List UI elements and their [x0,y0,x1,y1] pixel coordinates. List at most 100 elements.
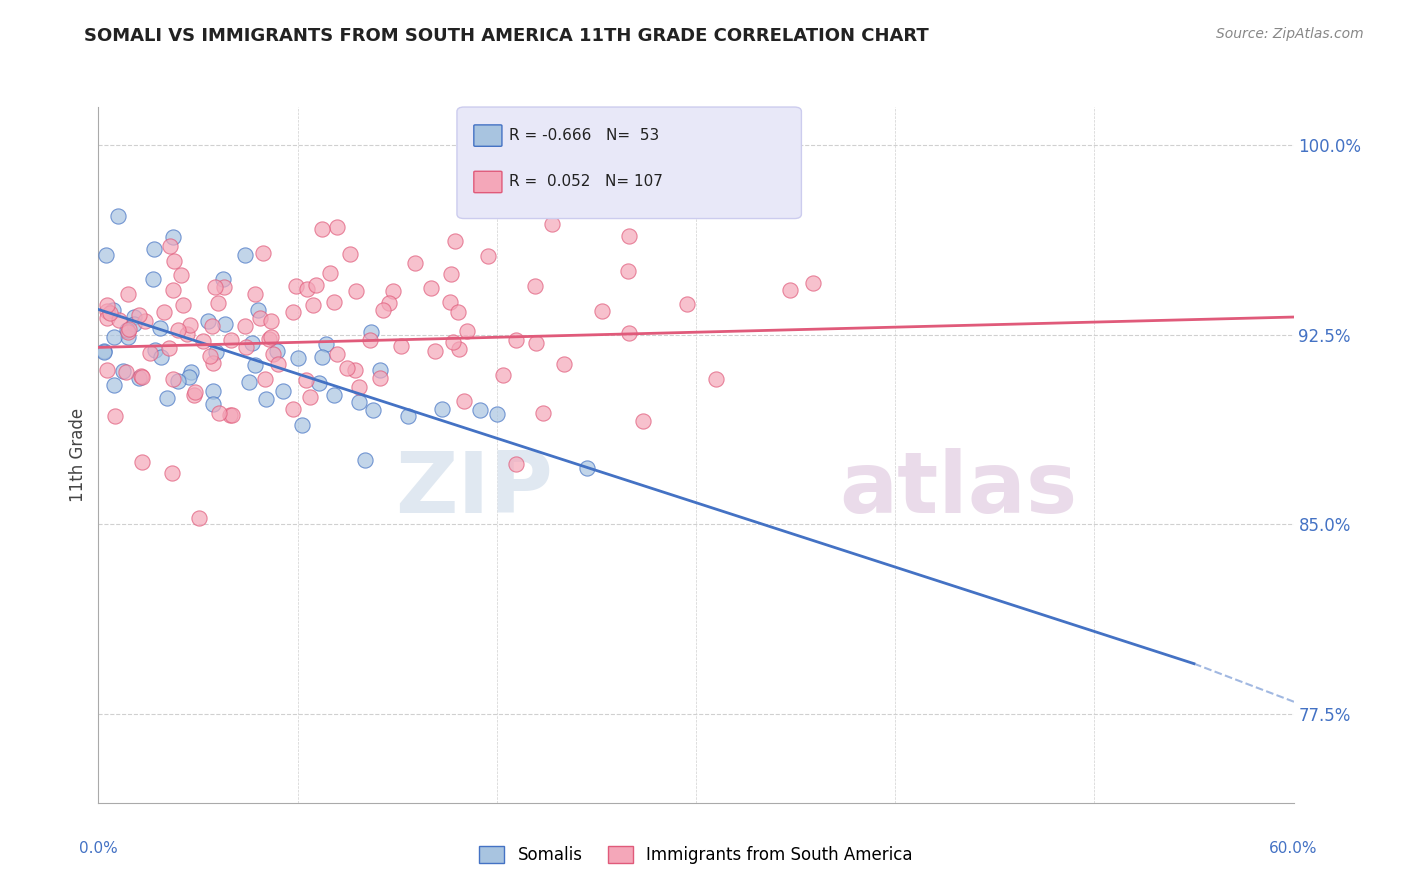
Immigrants from South America [176,327,198,342]
Somalis [254,392,277,406]
Immigrants from South America [152,305,174,319]
Immigrants from South America [299,390,322,404]
Somalis [103,330,125,344]
Text: atlas: atlas [839,448,1077,532]
Immigrants from South America [129,369,152,384]
Immigrants from South America [319,267,342,281]
Somalis [315,337,337,351]
Immigrants from South America [243,287,266,301]
Immigrants from South America [343,363,366,377]
Immigrants from South America [704,372,727,386]
Immigrants from South America [252,246,274,260]
Somalis [322,388,344,402]
Immigrants from South America [260,314,283,328]
Immigrants from South America [619,228,641,243]
Immigrants from South America [404,256,426,270]
Immigrants from South America [617,326,640,340]
Immigrants from South America [803,277,825,291]
Immigrants from South America [167,323,190,337]
Somalis [122,317,145,331]
Immigrants from South America [260,330,283,344]
Immigrants from South America [295,373,318,387]
Immigrants from South America [524,336,547,351]
Somalis [143,242,166,256]
Immigrants from South America [439,295,461,310]
Immigrants from South America [172,298,194,312]
Immigrants from South America [221,408,243,422]
Immigrants from South America [212,280,235,294]
Immigrants from South America [344,284,367,298]
Text: ZIP: ZIP [395,448,553,532]
Somalis [205,344,228,359]
Immigrants from South America [204,280,226,294]
Immigrants from South America [257,333,280,347]
Immigrants from South America [163,254,186,268]
Immigrants from South America [326,219,349,234]
Immigrants from South America [191,334,214,349]
Immigrants from South America [201,318,224,333]
Immigrants from South America [179,318,201,332]
Immigrants from South America [447,304,470,318]
Somalis [111,363,134,377]
Immigrants from South America [336,361,359,376]
Immigrants from South America [207,406,229,420]
Immigrants from South America [453,394,475,409]
Immigrants from South America [359,333,381,347]
Somalis [368,363,391,377]
Immigrants from South America [420,281,443,295]
Somalis [117,330,139,344]
Immigrants from South America [505,333,527,347]
Immigrants from South America [553,357,575,371]
Somalis [271,384,294,398]
Immigrants from South America [591,304,613,318]
Immigrants from South America [456,324,478,338]
Immigrants from South America [139,346,162,360]
Text: SOMALI VS IMMIGRANTS FROM SOUTH AMERICA 11TH GRADE CORRELATION CHART: SOMALI VS IMMIGRANTS FROM SOUTH AMERICA … [84,27,929,45]
Somalis [361,403,384,417]
Somalis [103,377,125,392]
Immigrants from South America [201,356,224,370]
Immigrants from South America [118,322,141,336]
Somalis [575,460,598,475]
Immigrants from South America [183,388,205,402]
Somalis [93,344,115,359]
Immigrants from South America [170,268,193,282]
Immigrants from South America [207,296,229,310]
Immigrants from South America [523,278,546,293]
Immigrants from South America [162,372,184,386]
Immigrants from South America [311,222,333,236]
Somalis [347,395,370,409]
Somalis [360,325,382,339]
Somalis [311,350,333,364]
Somalis [142,272,165,286]
Somalis [166,374,188,388]
Somalis [179,370,201,384]
Immigrants from South America [235,340,257,354]
Immigrants from South America [444,234,467,248]
Somalis [145,343,167,357]
Immigrants from South America [302,298,325,312]
Immigrants from South America [128,308,150,322]
Immigrants from South America [262,347,284,361]
Immigrants from South America [283,401,305,416]
Somalis [197,314,219,328]
Immigrants from South America [326,347,349,361]
Somalis [93,344,115,359]
Immigrants from South America [533,406,555,420]
Immigrants from South America [368,371,391,385]
Immigrants from South America [162,283,184,297]
Somalis [180,365,202,379]
Immigrants from South America [219,333,242,347]
Immigrants from South America [117,287,139,301]
Immigrants from South America [391,339,413,353]
Immigrants from South America [160,466,183,480]
Immigrants from South America [541,217,564,231]
Somalis [107,209,129,223]
Text: R = -0.666   N=  53: R = -0.666 N= 53 [509,128,659,143]
Somalis [202,397,225,411]
Somalis [485,407,508,421]
Immigrants from South America [617,263,640,277]
Immigrants from South America [377,296,399,310]
Immigrants from South America [159,239,181,253]
Immigrants from South America [131,455,153,469]
